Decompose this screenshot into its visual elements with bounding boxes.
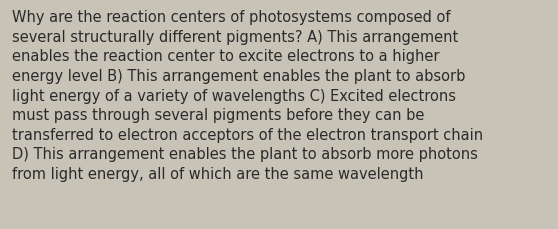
Text: Why are the reaction centers of photosystems composed of
several structurally di: Why are the reaction centers of photosys… — [12, 10, 483, 181]
